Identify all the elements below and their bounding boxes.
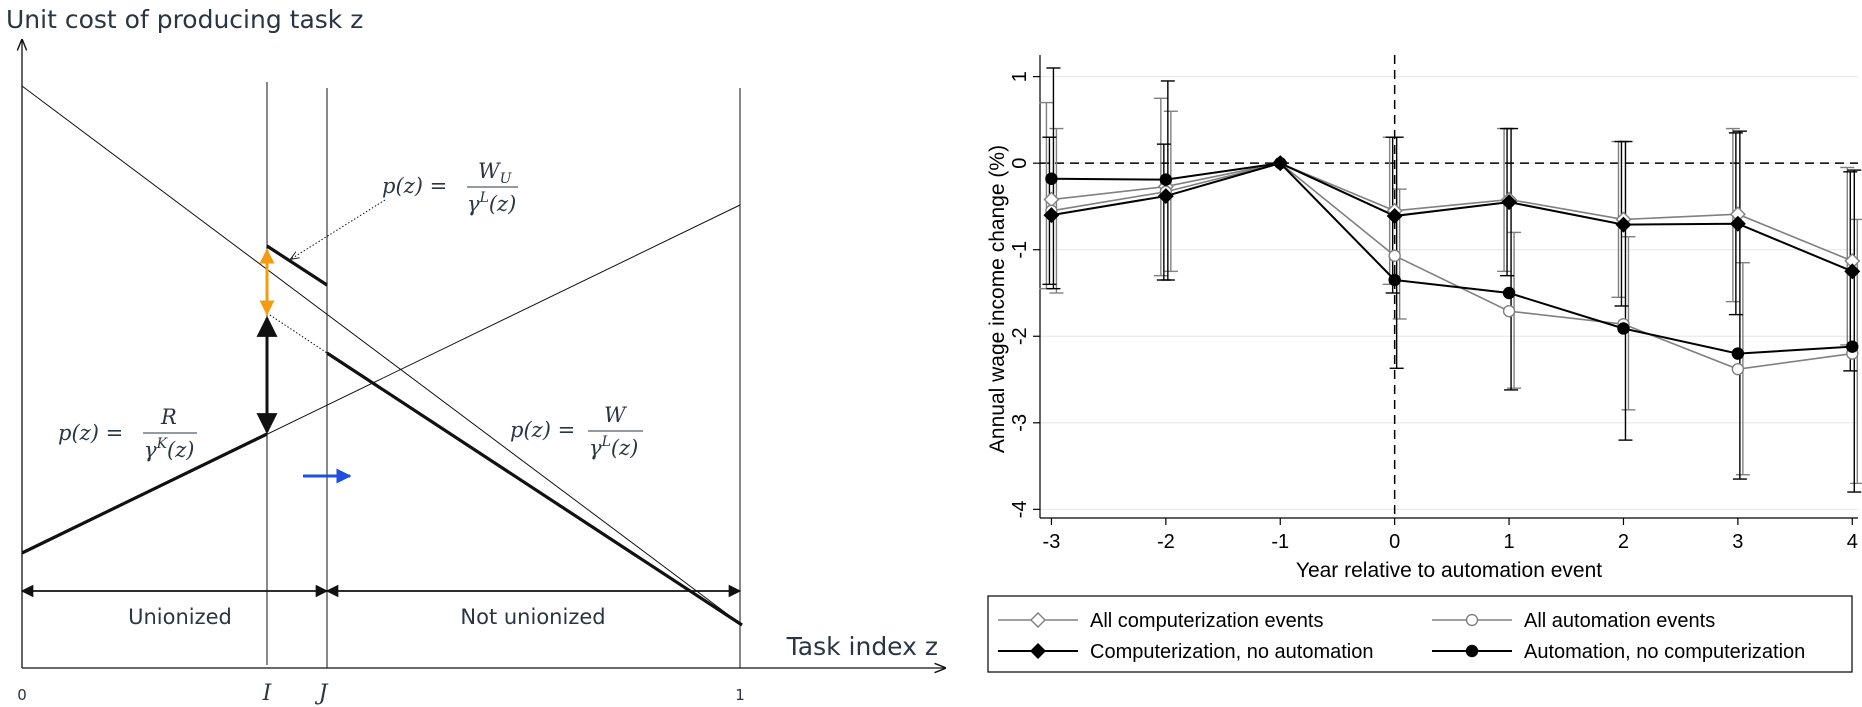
x-axis-label: Task index z xyxy=(786,632,938,661)
x-tick-label: 2 xyxy=(1618,531,1629,553)
y-tick-label: -2 xyxy=(1009,327,1031,345)
confidence-intervals xyxy=(1039,67,1862,493)
formula-union-wage: p(z) = WU γL(z) xyxy=(382,159,518,216)
svg-text:γK(z): γK(z) xyxy=(144,436,194,462)
x-tick-label: -3 xyxy=(1043,531,1061,553)
formula-labor: p(z) = W γL(z) xyxy=(510,403,643,460)
tick-label-zero: 0 xyxy=(17,686,27,704)
series-line xyxy=(1051,162,1853,273)
x-tick-label: 3 xyxy=(1732,531,1743,553)
series-lines xyxy=(1051,162,1853,370)
labor-cost-segment xyxy=(326,351,743,627)
data-point xyxy=(1502,304,1516,318)
formula-r-den: γ xyxy=(144,438,157,462)
legend-box xyxy=(987,595,1853,673)
formula-w-num: W xyxy=(604,403,628,427)
formula-r-den-tail: (z) xyxy=(167,438,194,462)
svg-text:γL(z): γL(z) xyxy=(589,434,638,460)
y-axis-label: Unit cost of producing task z xyxy=(6,5,363,34)
formula-w-den-sup: L xyxy=(601,434,611,450)
data-point xyxy=(1501,194,1518,211)
data-point xyxy=(1846,340,1859,353)
data-point xyxy=(1731,347,1745,360)
legend-swatch-marker xyxy=(1465,613,1479,627)
data-point xyxy=(1045,172,1058,185)
formula-wu-num: W xyxy=(478,159,502,183)
axes xyxy=(1039,55,1858,519)
x-tick-label: -2 xyxy=(1157,531,1175,553)
legend-swatch-marker xyxy=(1030,643,1046,659)
series-line xyxy=(1051,162,1853,370)
data-point xyxy=(1615,216,1632,233)
data-point xyxy=(1617,322,1630,335)
capital-cost-segment xyxy=(21,432,268,555)
tick-label-J: J xyxy=(315,681,329,706)
svg-text:WU: WU xyxy=(478,159,513,187)
formula-r-lhs: p(z) = xyxy=(58,421,123,445)
reference-lines xyxy=(1040,55,1858,518)
data-point xyxy=(1274,156,1287,170)
legend: All computerization events All automation… xyxy=(998,610,1805,663)
unionized-label: Unionized xyxy=(128,605,232,629)
tick-label-one: 1 xyxy=(735,686,745,704)
formula-pointer xyxy=(291,199,386,259)
x-tick-label: -1 xyxy=(1271,531,1289,553)
dotted-connector xyxy=(266,312,328,354)
data-point xyxy=(1844,263,1861,280)
legend-label: All automation events xyxy=(1524,610,1715,632)
legend-swatch-marker xyxy=(1030,612,1046,628)
chart-x-axis-label: Year relative to automation event xyxy=(1296,559,1602,582)
y-tick-label: -3 xyxy=(1009,414,1031,432)
union-wage-segment xyxy=(266,244,328,287)
tick-label-I: I xyxy=(262,681,273,706)
formula-wu-den-tail: (z) xyxy=(489,192,516,216)
chart-y-axis-label: Annual wage income change (%) xyxy=(986,145,1009,453)
legend-label: All computerization events xyxy=(1090,610,1323,632)
legend-swatch-marker xyxy=(1465,644,1479,658)
formula-capital: p(z) = R γK(z) xyxy=(58,405,197,462)
formula-w-den-tail: (z) xyxy=(611,436,638,460)
tick-labels: 1 0 -1 -2 -3 -4 -3 -2 -1 0 1 2 3 4 xyxy=(1009,71,1858,553)
series-line xyxy=(1051,162,1853,355)
x-tick-label: 0 xyxy=(1389,531,1400,553)
legend-label: Computerization, no automation xyxy=(1090,641,1374,663)
data-point xyxy=(1386,207,1403,224)
data-point xyxy=(1043,207,1060,224)
formula-r-num: R xyxy=(160,405,177,429)
y-tick-label: -4 xyxy=(1009,500,1031,518)
not-unionized-label: Not unionized xyxy=(460,605,605,629)
event-study-chart: 1 0 -1 -2 -3 -4 -3 -2 -1 0 1 2 3 4 Year relative to a… xyxy=(986,55,1862,673)
formula-w-lhs: p(z) = xyxy=(510,418,575,442)
formula-wu-num-sub: U xyxy=(500,171,513,187)
data-point xyxy=(1731,362,1745,376)
formula-r-den-sup: K xyxy=(156,436,169,452)
data-point xyxy=(1388,273,1401,287)
formula-wu-lhs: p(z) = xyxy=(382,174,447,198)
formula-wu-den-sup: L xyxy=(479,190,489,206)
y-tick-label: 1 xyxy=(1009,71,1031,82)
data-point xyxy=(1157,188,1174,205)
y-tick-label: -1 xyxy=(1009,241,1031,259)
data-point xyxy=(1729,215,1746,232)
legend-label: Automation, no computerization xyxy=(1524,641,1805,663)
y-tick-label: 0 xyxy=(1009,158,1031,169)
svg-text:γL(z): γL(z) xyxy=(467,190,516,216)
data-point xyxy=(1388,249,1401,262)
series-markers xyxy=(1043,155,1861,376)
x-tick-label: 4 xyxy=(1847,531,1858,553)
task-model-diagram: Unit cost of producing task z Task index… xyxy=(6,5,945,706)
labor-cost-line xyxy=(21,85,743,626)
x-tick-label: 1 xyxy=(1504,531,1515,553)
data-point xyxy=(1159,173,1173,186)
formula-w-den: γ xyxy=(589,436,602,460)
formula-wu-den: γ xyxy=(467,192,480,216)
data-point xyxy=(1502,286,1516,300)
series-line xyxy=(1051,162,1853,262)
